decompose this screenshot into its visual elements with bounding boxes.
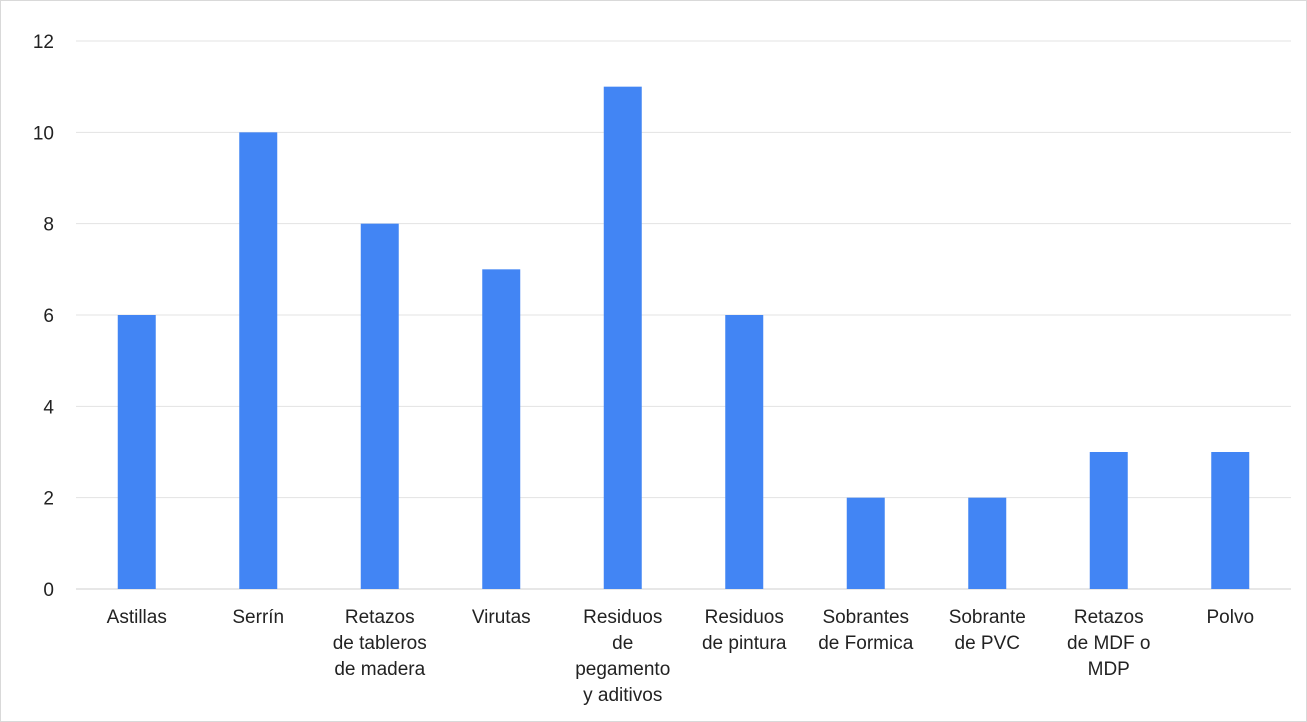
x-tick-label-line: pegamento (575, 659, 670, 680)
x-tick-label-line: de tableros (333, 633, 427, 654)
bar (117, 315, 156, 589)
x-tick-label-line: de (612, 633, 633, 654)
x-tick-label-line: Virutas (472, 607, 531, 628)
x-tick-label: Retazos de tableros de madera (333, 607, 427, 680)
bar (968, 497, 1007, 589)
y-tick-label: 12 (33, 32, 54, 53)
x-tick-label-line: Residuos (583, 607, 662, 628)
x-tick-label-line: de pintura (702, 633, 787, 654)
x-tick-label: Sobrantes de Formica (818, 607, 913, 654)
x-tick-label-line: Retazos (1074, 607, 1144, 628)
x-tick-label-line: Sobrante (949, 607, 1026, 628)
x-tick-label-line: Sobrantes (822, 607, 909, 628)
x-tick-label-line: de Formica (818, 633, 913, 654)
bar (482, 269, 521, 589)
bar (725, 315, 764, 589)
y-tick-label: 0 (43, 580, 54, 601)
bar (360, 223, 399, 589)
bar (1211, 452, 1250, 589)
x-tick-label-line: de MDF o (1067, 633, 1150, 654)
y-tick-label: 8 (43, 215, 54, 236)
x-tick-label-line: de PVC (955, 633, 1020, 654)
y-tick-label: 4 (43, 397, 54, 418)
gridlines (76, 40, 1291, 590)
x-tick-label-line: Serrín (232, 607, 284, 628)
x-tick-label-line: Residuos (705, 607, 784, 628)
bar (846, 497, 885, 589)
x-tick-label: Polvo (1206, 607, 1254, 628)
x-tick-label-line: Retazos (345, 607, 415, 628)
y-axis-ticks: 0 2 4 6 8 10 12 (33, 32, 55, 601)
x-tick-label: Residuos de pegamento y aditivos (575, 607, 670, 706)
y-tick-label: 10 (33, 123, 54, 144)
x-tick-label-line: Polvo (1206, 607, 1254, 628)
x-tick-label-line: y aditivos (583, 685, 662, 706)
bar (239, 132, 278, 590)
y-tick-label: 2 (43, 489, 54, 510)
x-tick-label: Residuos de pintura (702, 607, 787, 654)
x-tick-label: Sobrante de PVC (949, 607, 1026, 654)
x-tick-label: Retazos de MDF o MDP (1067, 607, 1150, 680)
x-tick-label-line: de madera (334, 659, 425, 680)
bar (603, 86, 642, 590)
bar (1089, 452, 1128, 589)
bars (117, 86, 1250, 590)
x-tick-label-line: Astillas (107, 607, 167, 628)
x-axis-labels: Astillas Serrín Retazos de tableros de mader… (107, 607, 1254, 706)
x-tick-label: Astillas (107, 607, 167, 628)
x-tick-label-line: MDP (1088, 659, 1130, 680)
x-tick-label: Virutas (472, 607, 531, 628)
y-tick-label: 6 (43, 306, 54, 327)
x-tick-label: Serrín (232, 607, 284, 628)
